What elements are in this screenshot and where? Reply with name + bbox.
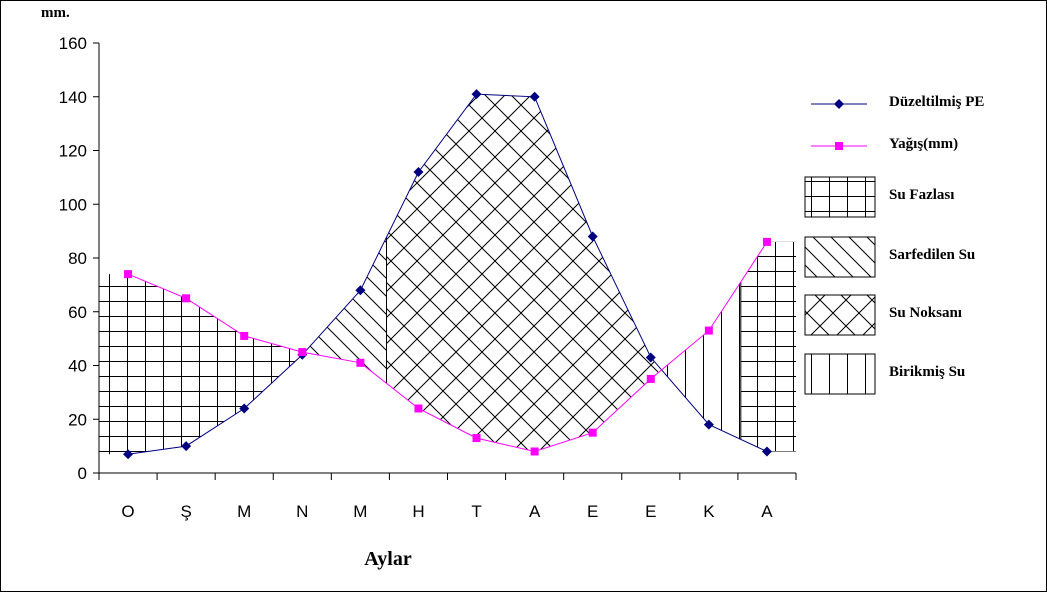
- region-birikmis-su: [661, 281, 741, 440]
- legend-label: Su Fazlası: [889, 187, 954, 203]
- x-tick-label: Ş: [180, 502, 191, 521]
- pe-point: [529, 91, 540, 102]
- legend-swatch-crosshatch: [804, 294, 876, 336]
- precip-point: [124, 270, 133, 279]
- legend-swatch-grid: [804, 176, 876, 218]
- pe-point: [123, 449, 134, 460]
- region-su-fazlasi-right: [740, 241, 796, 452]
- precip-point: [298, 348, 307, 357]
- x-tick-label: A: [529, 502, 541, 521]
- precip-point: [762, 237, 771, 246]
- precip-point: [182, 294, 191, 303]
- pe-point: [471, 89, 482, 100]
- legend: Düzeltilmiş PE Yağış(mm) Su Fazlası Sarfedi…: [804, 94, 984, 395]
- y-tick-label: 20: [68, 410, 87, 429]
- legend-swatch-diagonal: [804, 236, 876, 278]
- legend-square-marker: [835, 142, 843, 150]
- x-tick-label: E: [645, 502, 656, 521]
- y-tick-label: 120: [59, 142, 87, 161]
- pe-point: [761, 446, 772, 457]
- pe-point: [355, 285, 366, 296]
- y-tick-label: 40: [68, 357, 87, 376]
- pe-point: [703, 419, 714, 430]
- y-tick-label: 60: [68, 303, 87, 322]
- region-su-noksani: [386, 94, 662, 452]
- x-tick-label: E: [587, 502, 598, 521]
- precip-point: [646, 374, 655, 383]
- x-tick-label: N: [296, 502, 308, 521]
- precip-point: [704, 326, 713, 335]
- pe-point: [181, 441, 192, 452]
- legend-swatch-vertical: [804, 353, 876, 395]
- tick-layer: 0 20 40 60 80 100 120 140 160 O Ş M N M H T A E E K A: [59, 34, 797, 521]
- x-tick-label: M: [237, 502, 251, 521]
- legend-label: Yağış(mm): [889, 136, 958, 152]
- legend-label: Düzeltilmiş PE: [889, 94, 984, 110]
- precip-point: [356, 358, 365, 367]
- y-tick-label: 0: [78, 464, 87, 483]
- legend-label: Birikmiş Su: [889, 364, 965, 380]
- y-axis-label: mm.: [41, 5, 70, 21]
- y-tick-label: 160: [59, 34, 87, 53]
- pe-point: [239, 403, 250, 414]
- y-tick-label: 80: [68, 249, 87, 268]
- precip-point: [240, 331, 249, 340]
- precip-point: [530, 447, 539, 456]
- precip-point: [588, 428, 597, 437]
- x-axis-label: Aylar: [364, 548, 412, 570]
- pe-point: [587, 231, 598, 242]
- x-tick-label: M: [353, 502, 367, 521]
- precip-point: [414, 404, 423, 413]
- x-tick-label: A: [761, 502, 773, 521]
- legend-label: Sarfedilen Su: [889, 247, 975, 263]
- legend-diamond-marker: [834, 99, 844, 109]
- precip-point: [472, 434, 481, 443]
- series-line-1: [127, 93, 768, 455]
- legend-label: Su Noksanı: [889, 305, 962, 321]
- series-layer: [123, 89, 772, 460]
- x-tick-label: K: [703, 502, 715, 521]
- y-tick-label: 100: [59, 195, 87, 214]
- x-tick-label: T: [471, 502, 481, 521]
- region-su-fazlasi: [99, 274, 305, 455]
- shaded-regions: [99, 94, 796, 455]
- region-sarfedilen-su: [304, 237, 387, 384]
- x-tick-label: O: [121, 502, 134, 521]
- pe-point: [413, 167, 424, 177]
- y-tick-label: 140: [59, 88, 87, 107]
- series-line-2: [127, 241, 768, 453]
- x-tick-label: H: [412, 502, 424, 521]
- pe-point: [645, 352, 656, 363]
